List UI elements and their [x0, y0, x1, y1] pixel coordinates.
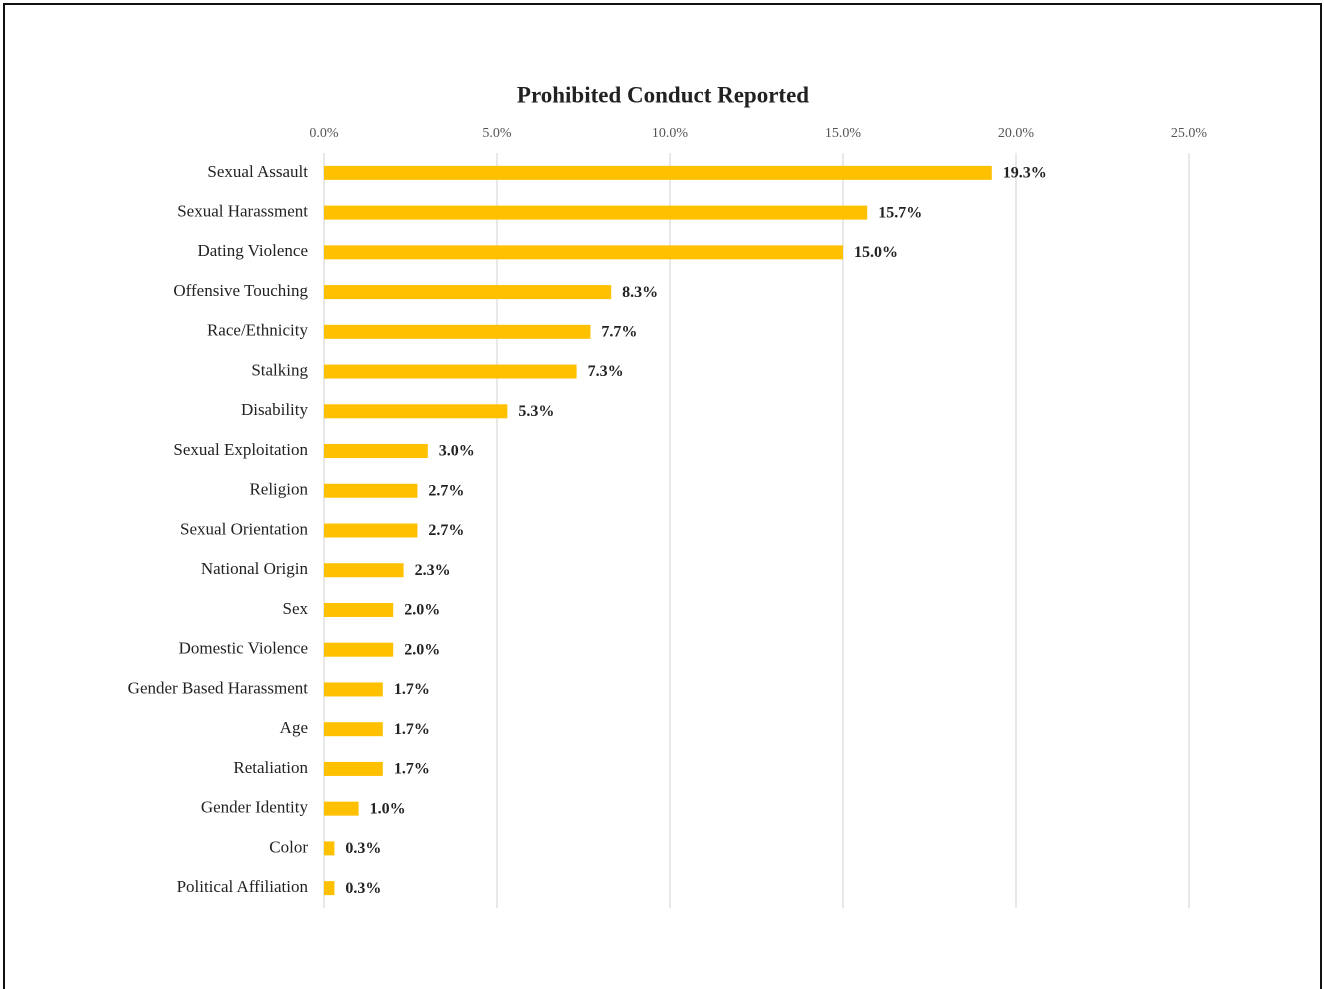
x-tick-label: 10.0% [652, 126, 689, 141]
data-label: 0.3% [345, 840, 381, 857]
data-label: 2.0% [404, 641, 440, 658]
y-tick-label: Dating Violence [197, 241, 308, 260]
data-label: 1.7% [394, 681, 430, 698]
frame [3, 3, 1322, 989]
data-label: 3.0% [439, 443, 475, 460]
data-label: 8.3% [622, 284, 658, 301]
data-label: 2.3% [415, 562, 451, 579]
y-tick-label: Stalking [251, 360, 308, 379]
y-tick-label: Religion [249, 480, 308, 499]
bar [324, 245, 843, 260]
y-tick-label: Sexual Assault [207, 162, 308, 181]
bar [324, 205, 868, 220]
data-label: 7.7% [601, 323, 637, 340]
bar [324, 165, 992, 180]
y-tick-label: Sexual Harassment [177, 202, 308, 221]
y-tick-label: National Origin [201, 559, 309, 578]
data-label: 1.0% [370, 800, 406, 817]
bar [324, 285, 612, 300]
data-label: 2.0% [404, 602, 440, 619]
y-tick-label: Color [269, 837, 308, 856]
bar [324, 801, 359, 816]
bar [324, 324, 591, 339]
bar [324, 682, 383, 697]
y-tick-label: Retaliation [233, 758, 308, 777]
bar [324, 563, 404, 578]
y-tick-label: Age [280, 718, 308, 737]
bar [324, 523, 418, 538]
data-label: 1.7% [394, 721, 430, 738]
y-tick-label: Disability [241, 400, 309, 419]
data-label: 15.0% [854, 244, 898, 261]
x-tick-label: 25.0% [1171, 126, 1208, 141]
bar [324, 881, 335, 896]
bar [324, 602, 394, 617]
chart-title: Prohibited Conduct Reported [517, 82, 809, 107]
y-tick-label: Gender Identity [201, 798, 309, 817]
data-label: 19.3% [1003, 165, 1047, 182]
y-tick-label: Domestic Violence [179, 639, 308, 658]
y-tick-label: Gender Based Harassment [128, 678, 309, 697]
bar [324, 444, 428, 459]
bar [324, 483, 418, 498]
y-tick-label: Offensive Touching [173, 281, 308, 300]
x-tick-label: 5.0% [482, 126, 512, 141]
x-tick-label: 20.0% [998, 126, 1035, 141]
y-tick-label: Sexual Exploitation [173, 440, 308, 459]
data-label: 0.3% [345, 880, 381, 897]
data-label: 5.3% [518, 403, 554, 420]
bar [324, 722, 383, 737]
bar [324, 642, 394, 657]
data-label: 2.7% [428, 522, 464, 539]
bar [324, 404, 508, 419]
y-tick-label: Sex [283, 599, 309, 618]
data-label: 15.7% [878, 204, 922, 221]
y-tick-label: Sexual Orientation [180, 519, 308, 538]
y-tick-label: Race/Ethnicity [207, 321, 309, 340]
bar [324, 841, 335, 856]
data-label: 2.7% [428, 482, 464, 499]
bar [324, 364, 577, 379]
data-label: 7.3% [588, 363, 624, 380]
x-tick-label: 0.0% [309, 126, 339, 141]
x-tick-label: 15.0% [825, 126, 862, 141]
data-label: 1.7% [394, 761, 430, 778]
bar [324, 761, 383, 776]
y-tick-label: Political Affiliation [177, 877, 309, 896]
